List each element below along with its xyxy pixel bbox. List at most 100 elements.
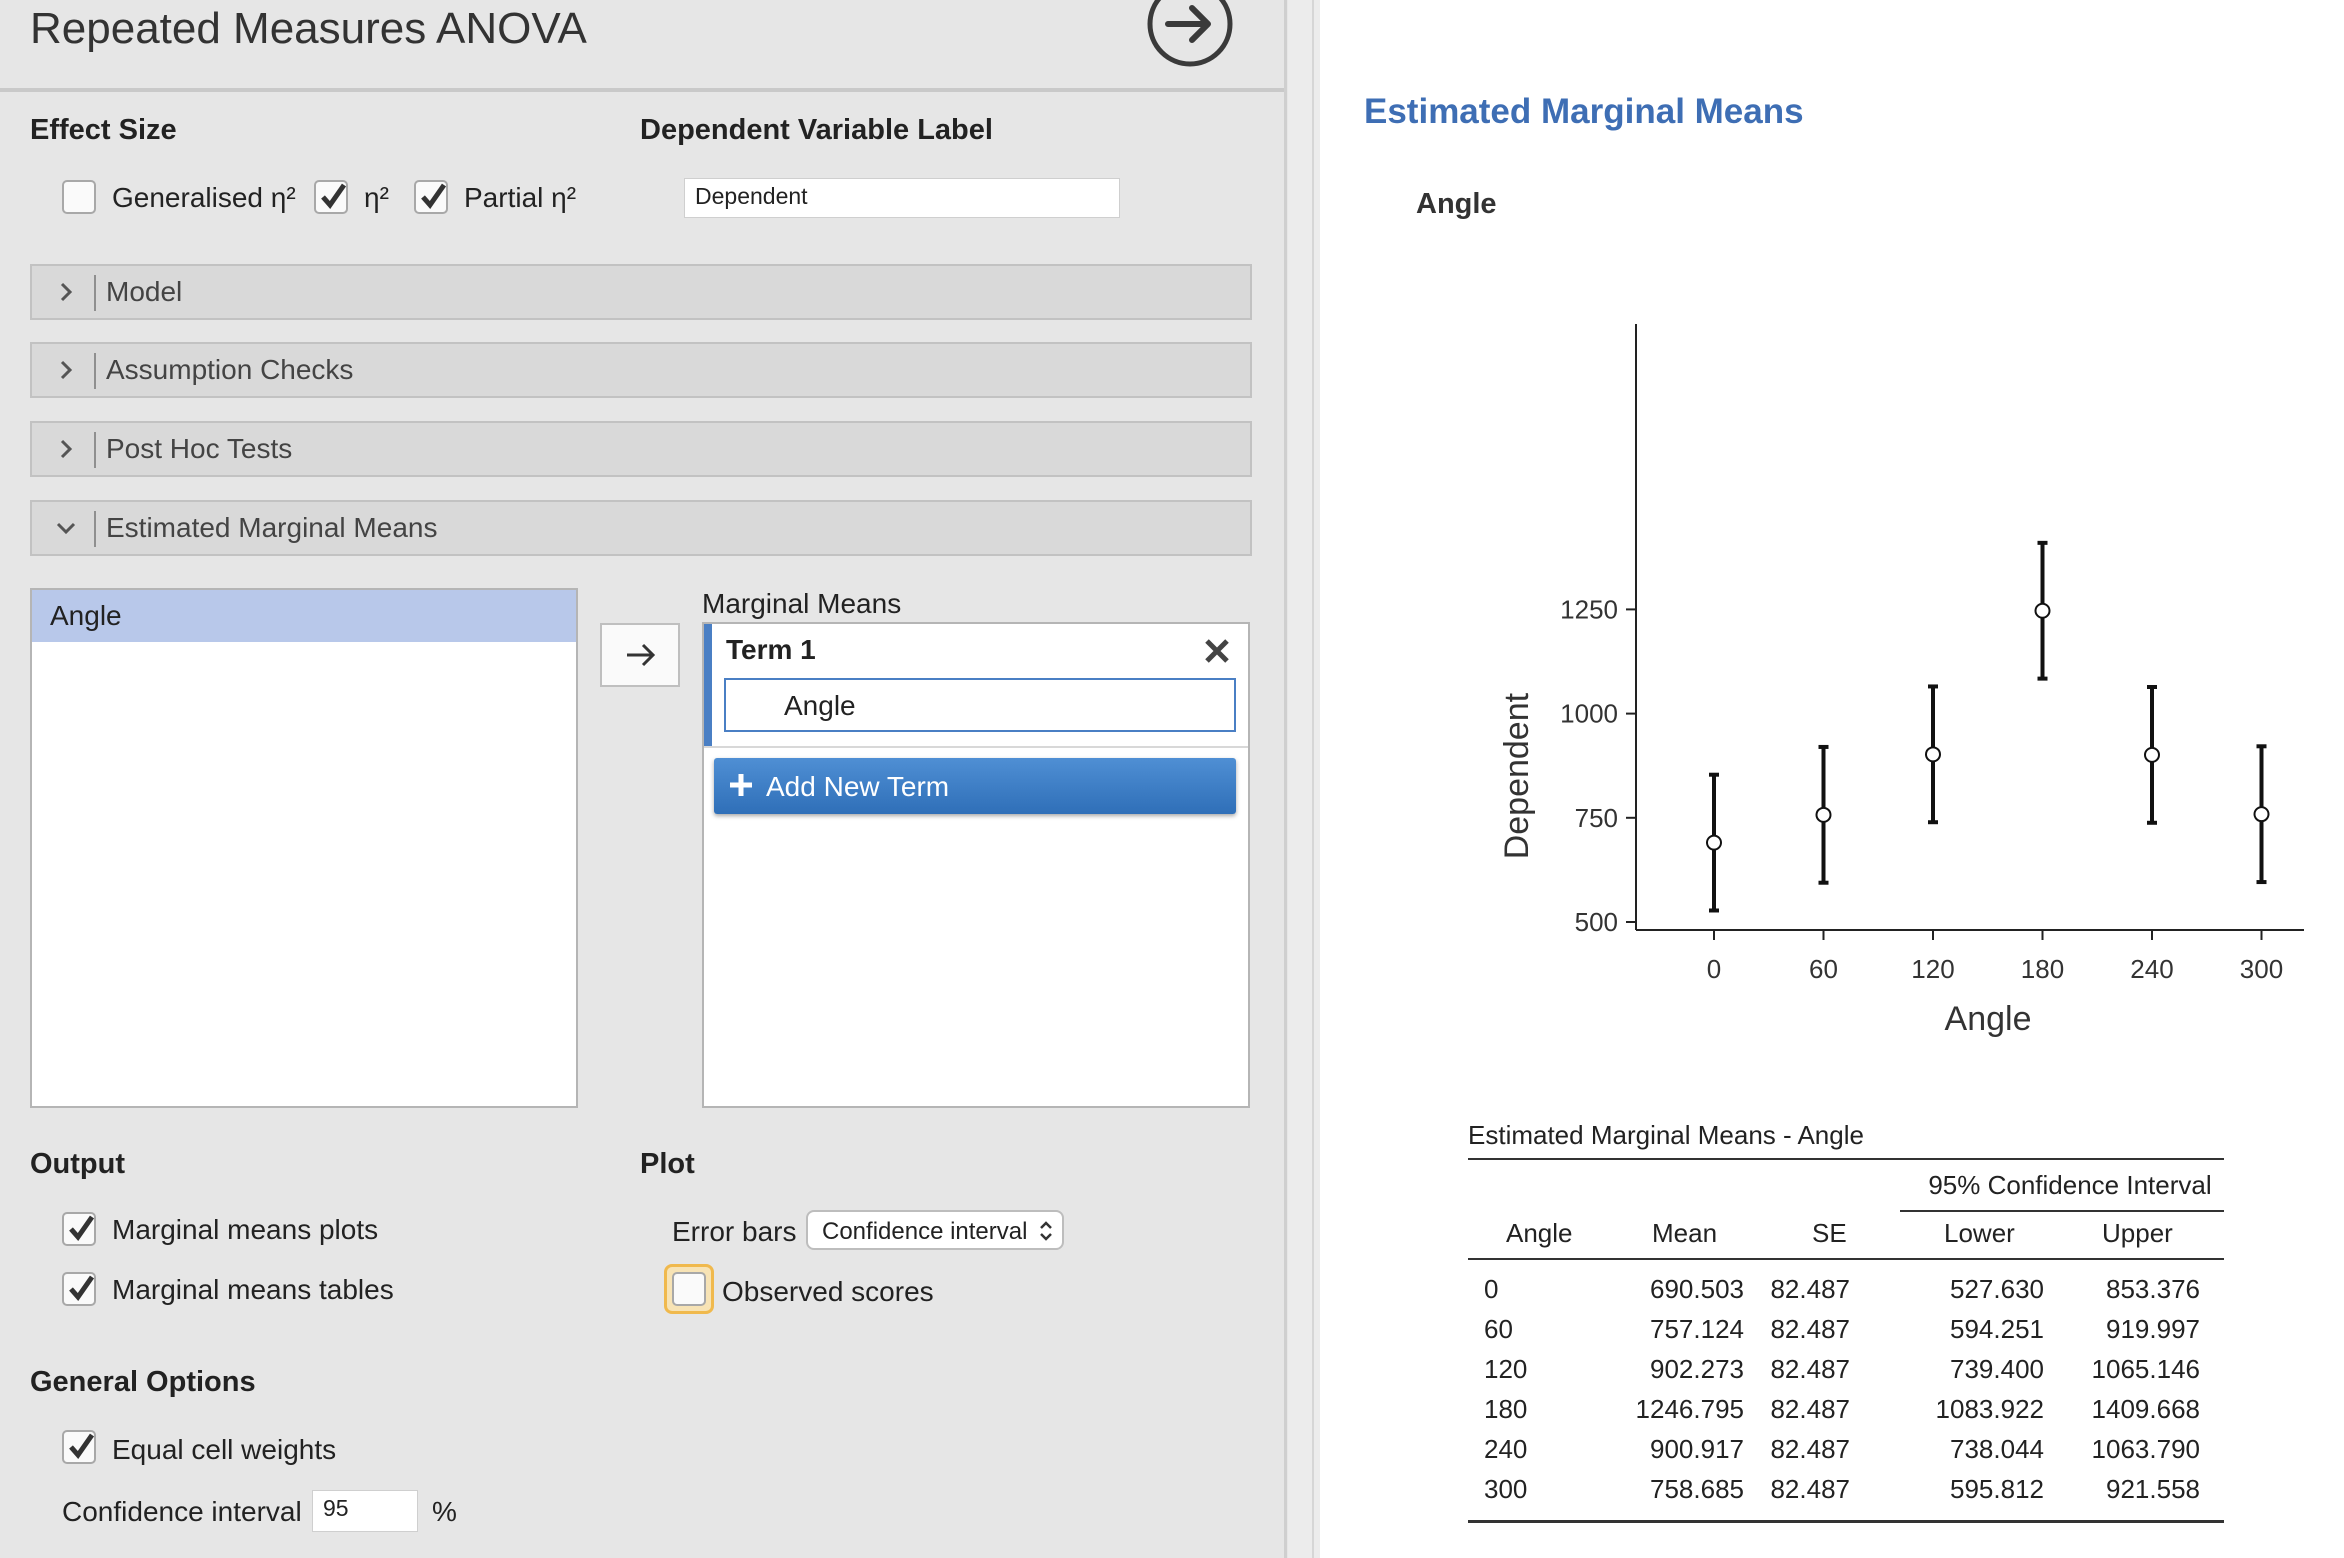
effect-size-heading: Effect Size xyxy=(30,114,177,146)
observed-scores-label: Observed scores xyxy=(722,1276,934,1307)
checkmark-icon xyxy=(69,1275,95,1302)
table-cell: 594.251 xyxy=(1950,1314,2044,1344)
section-label: Assumption Checks xyxy=(106,354,354,385)
list-item[interactable]: Angle xyxy=(32,590,576,642)
x-tick-label: 120 xyxy=(1911,954,1954,984)
table-row-label: 300 xyxy=(1484,1474,1528,1504)
term-divider xyxy=(704,746,1248,748)
table-cell: 758.685 xyxy=(1650,1474,1744,1504)
add-new-term-button[interactable]: Add New Term xyxy=(714,758,1236,814)
marginal-means-label: Marginal Means xyxy=(702,588,902,619)
section-separator xyxy=(94,353,96,389)
table-cell: 82.487 xyxy=(1770,1354,1850,1384)
run-arrow-icon[interactable] xyxy=(1146,0,1233,67)
arrow-right-icon xyxy=(627,643,656,667)
confidence-interval-unit: % xyxy=(432,1496,457,1527)
move-right-button[interactable] xyxy=(600,623,680,687)
term-drop-zone[interactable]: Angle xyxy=(724,678,1236,732)
marginal-means-tables-label: Marginal means tables xyxy=(112,1274,394,1305)
marginal-means-plot: 500 750 1000 1250 0 60 120 180 240 300 Angle Depend… xyxy=(1498,324,2304,1038)
table-cell: 738.044 xyxy=(1950,1434,2044,1464)
checkmark-icon xyxy=(321,183,347,210)
checkmark-icon xyxy=(69,1215,95,1242)
term-accent xyxy=(704,624,712,746)
error-bars-label: Error bars xyxy=(672,1216,797,1247)
table-cell: 595.812 xyxy=(1950,1474,2044,1504)
marginal-means-tables-checkbox[interactable] xyxy=(62,1272,96,1306)
term-item[interactable]: Angle xyxy=(784,690,856,721)
emm-table: Estimated Marginal Means - Angle 95% Con… xyxy=(1468,1116,2228,1556)
confidence-interval-label: Confidence interval xyxy=(62,1496,302,1527)
section-separator xyxy=(94,432,96,468)
x-tick-label: 300 xyxy=(2240,954,2283,984)
table-row-label: 180 xyxy=(1484,1394,1528,1424)
splitter[interactable] xyxy=(1312,0,1314,1558)
ci-header-rule xyxy=(1900,1210,2224,1212)
table-title: Estimated Marginal Means - Angle xyxy=(1468,1120,1864,1150)
col-header-se: SE xyxy=(1812,1218,1847,1248)
table-cell: 853.376 xyxy=(2106,1274,2200,1304)
available-variables-list[interactable]: Angle xyxy=(30,588,578,1108)
error-bars-select[interactable]: Confidence interval xyxy=(806,1210,1064,1250)
eta-checkbox[interactable] xyxy=(314,180,348,214)
x-tick-label: 60 xyxy=(1809,954,1838,984)
col-header-mean: Mean xyxy=(1652,1218,1718,1248)
general-options-heading: General Options xyxy=(30,1366,256,1398)
partial-eta-label: Partial η² xyxy=(464,182,577,213)
table-cell: 1063.790 xyxy=(2091,1434,2200,1464)
section-estimated-marginal-means[interactable]: Estimated Marginal Means xyxy=(30,500,1252,556)
chevron-right-icon xyxy=(60,282,73,302)
y-tick-label: 1000 xyxy=(1560,699,1618,729)
x-axis-label: Angle xyxy=(1945,1000,2032,1038)
section-label: Model xyxy=(106,276,183,307)
confidence-interval-input[interactable]: 95 xyxy=(312,1490,418,1532)
chevron-right-icon xyxy=(60,439,73,459)
section-label: Estimated Marginal Means xyxy=(106,512,438,543)
table-cell: 82.487 xyxy=(1770,1274,1850,1304)
marginal-means-plots-checkbox[interactable] xyxy=(62,1212,96,1246)
section-assumption-checks[interactable]: Assumption Checks xyxy=(30,342,1252,398)
observed-scores-checkbox[interactable] xyxy=(672,1272,706,1306)
x-tick-label: 240 xyxy=(2130,954,2173,984)
y-tick-label: 750 xyxy=(1575,803,1618,833)
section-model[interactable]: Model xyxy=(30,264,1252,320)
table-cell: 1065.146 xyxy=(2091,1354,2200,1384)
table-cell: 902.273 xyxy=(1650,1354,1744,1384)
table-cell: 921.558 xyxy=(2106,1474,2200,1504)
mean-point xyxy=(2034,602,2051,619)
y-tick-label: 1250 xyxy=(1560,594,1618,624)
table-bottom-rule xyxy=(1468,1520,2224,1523)
partial-eta-checkbox[interactable] xyxy=(414,180,448,214)
close-icon[interactable] xyxy=(1204,638,1230,664)
generalised-eta-checkbox[interactable] xyxy=(62,180,96,214)
term-title: Term 1 xyxy=(726,634,816,665)
table-cell: 757.124 xyxy=(1650,1314,1744,1344)
table-cell: 82.487 xyxy=(1770,1474,1850,1504)
output-heading: Output xyxy=(30,1148,126,1180)
col-header-upper: Upper xyxy=(2102,1218,2173,1248)
table-cell: 1409.668 xyxy=(2091,1394,2200,1424)
dependent-label-input[interactable]: Dependent xyxy=(684,178,1120,218)
mean-point xyxy=(1925,746,1941,763)
table-cell: 739.400 xyxy=(1950,1354,2044,1384)
equal-cell-weights-checkbox[interactable] xyxy=(62,1430,96,1464)
panel-divider[interactable] xyxy=(1284,0,1287,1558)
ci-header: 95% Confidence Interval xyxy=(1928,1170,2212,1200)
table-row-label: 240 xyxy=(1484,1434,1528,1464)
select-arrows-icon xyxy=(1040,1221,1052,1241)
chevron-right-icon xyxy=(60,360,73,380)
section-post-hoc-tests[interactable]: Post Hoc Tests xyxy=(30,421,1252,477)
table-cell: 82.487 xyxy=(1770,1314,1850,1344)
header-rule xyxy=(0,88,1284,92)
results-title: Estimated Marginal Means xyxy=(1364,92,1804,131)
table-cell: 1083.922 xyxy=(1935,1394,2044,1424)
table-header-rule xyxy=(1468,1258,2224,1260)
marginal-means-list[interactable]: Term 1 Angle Add New Term xyxy=(702,622,1250,1108)
eta-label: η² xyxy=(364,182,389,213)
table-row-label: 120 xyxy=(1484,1354,1528,1384)
table-cell: 919.997 xyxy=(2106,1314,2200,1344)
table-row-label: 0 xyxy=(1484,1274,1499,1304)
table-cell: 900.917 xyxy=(1650,1434,1744,1464)
plot-heading: Plot xyxy=(640,1148,695,1180)
section-separator xyxy=(94,511,96,547)
